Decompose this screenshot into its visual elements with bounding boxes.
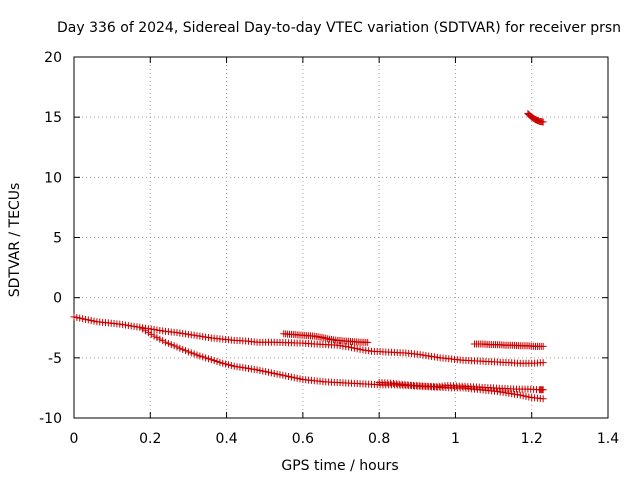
data-point — [350, 344, 358, 352]
data-point — [267, 369, 275, 377]
data-point — [290, 374, 298, 382]
data-point — [253, 366, 261, 374]
data-point — [539, 386, 547, 394]
data-point — [224, 361, 232, 369]
data-point — [84, 316, 92, 324]
data-point — [79, 315, 87, 323]
data-point — [184, 348, 192, 356]
data-point — [156, 335, 164, 343]
data-point — [162, 338, 170, 346]
data-point — [147, 330, 155, 338]
data-point — [222, 360, 230, 368]
axes — [73, 56, 609, 419]
y-tick-label: -10 — [39, 411, 62, 427]
data-point — [353, 345, 361, 353]
data-point — [207, 356, 215, 364]
data-point — [139, 325, 147, 333]
data-point — [276, 371, 284, 379]
data-point — [279, 371, 287, 379]
data-point — [296, 375, 304, 383]
data-point — [522, 392, 530, 400]
series-6 — [524, 110, 547, 126]
x-tick-label: 0.8 — [368, 431, 390, 447]
data-point — [539, 395, 547, 403]
data-point — [182, 347, 190, 355]
data-point — [285, 372, 293, 380]
data-point — [259, 367, 267, 375]
data-point — [525, 393, 533, 401]
series-1 — [70, 313, 547, 367]
data-point — [90, 317, 98, 325]
data-point — [516, 391, 524, 399]
data-point — [87, 317, 95, 325]
data-point — [202, 354, 210, 362]
data-point — [262, 368, 270, 376]
data-point — [539, 342, 547, 350]
data-point — [176, 344, 184, 352]
data-point — [282, 372, 290, 380]
data-point — [364, 338, 372, 346]
x-tick-label: 1.4 — [597, 431, 619, 447]
x-tick-label: 0.6 — [292, 431, 314, 447]
series-2 — [139, 325, 547, 403]
data-point — [227, 362, 235, 370]
data-point — [519, 392, 527, 400]
data-point — [159, 337, 167, 345]
x-axis-label: GPS time / hours — [281, 458, 398, 474]
data-point — [293, 374, 301, 382]
data-point — [170, 342, 178, 350]
data-point — [173, 343, 181, 351]
y-tick-label: 5 — [53, 231, 62, 247]
data-point — [216, 358, 224, 366]
data-point — [265, 368, 273, 376]
data-points — [70, 110, 547, 403]
y-tick-label: 15 — [44, 110, 62, 126]
series-4 — [375, 379, 547, 394]
data-point — [142, 327, 150, 335]
data-point — [81, 315, 89, 323]
y-tick-label: 10 — [44, 170, 62, 186]
x-tick-label: 1 — [451, 431, 460, 447]
data-point — [164, 339, 172, 347]
tick-labels: 0 0.2 0.4 0.6 0.8 1 1.2 1.4 -10 -5 0 5 10 15 20 — [39, 50, 619, 447]
x-tick-label: 1.2 — [521, 431, 543, 447]
data-point — [256, 366, 264, 374]
data-point — [347, 344, 355, 352]
y-axis-label: SDTVAR / TECUs — [7, 183, 23, 298]
data-point — [70, 313, 78, 321]
chart-title: Day 336 of 2024, Sidereal Day-to-day VTE… — [57, 20, 621, 36]
data-point — [199, 353, 207, 361]
data-point — [219, 359, 227, 367]
data-point — [270, 369, 278, 377]
series-5 — [471, 340, 547, 350]
data-point — [167, 341, 175, 349]
data-point — [539, 359, 547, 367]
data-point — [190, 350, 198, 358]
data-point — [73, 314, 81, 322]
y-tick-label: 0 — [53, 291, 62, 307]
series-3 — [280, 330, 372, 346]
data-point — [76, 314, 84, 322]
y-tick-label: 20 — [44, 50, 62, 66]
x-tick-label: 0.4 — [215, 431, 237, 447]
data-point — [150, 332, 158, 340]
y-tick-label: -5 — [48, 351, 62, 367]
data-point — [187, 349, 195, 357]
data-point — [196, 352, 204, 360]
data-point — [179, 345, 187, 353]
data-point — [539, 118, 547, 126]
data-point — [153, 334, 161, 342]
data-point — [213, 357, 221, 365]
data-point — [210, 357, 218, 365]
data-point — [204, 355, 212, 363]
data-point — [193, 351, 201, 359]
x-tick-label: 0.2 — [139, 431, 161, 447]
data-point — [144, 329, 152, 337]
data-point — [273, 370, 281, 378]
x-tick-label: 0 — [70, 431, 79, 447]
data-point — [287, 373, 295, 381]
